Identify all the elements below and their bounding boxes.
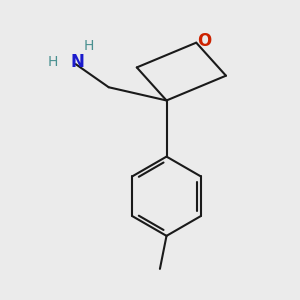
Text: H: H <box>47 56 58 70</box>
Text: N: N <box>70 53 84 71</box>
Text: H: H <box>84 39 94 53</box>
Text: O: O <box>197 32 212 50</box>
